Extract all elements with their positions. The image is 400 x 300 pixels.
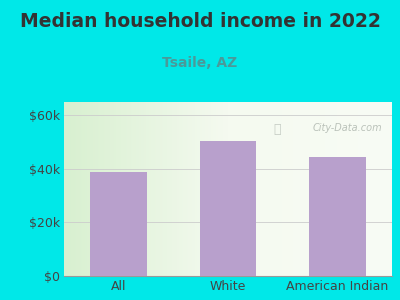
Bar xyxy=(200,141,256,276)
Text: Tsaile, AZ: Tsaile, AZ xyxy=(162,56,238,70)
Text: City-Data.com: City-Data.com xyxy=(312,123,382,133)
Bar xyxy=(309,157,366,276)
Text: ⓘ: ⓘ xyxy=(274,123,281,136)
Text: Median household income in 2022: Median household income in 2022 xyxy=(20,12,380,31)
Bar xyxy=(90,172,147,276)
